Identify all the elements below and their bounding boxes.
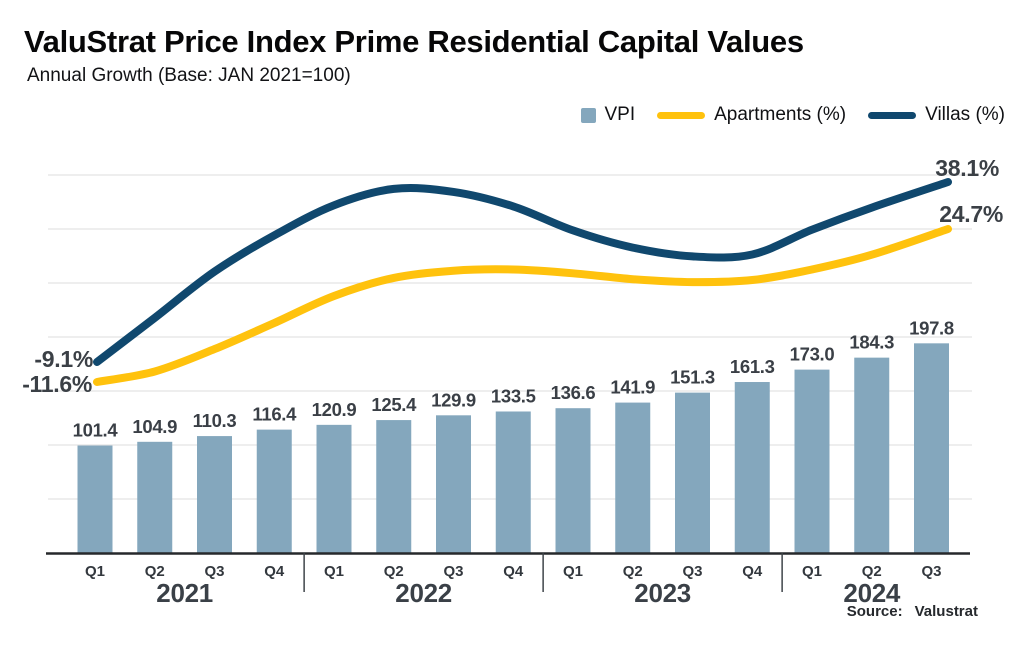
apartments-swatch-icon — [657, 111, 706, 119]
apartments-start-annotation: -11.6% — [22, 371, 92, 397]
bar-value-label: 129.9 — [431, 389, 476, 410]
chart-subtitle: Annual Growth (Base: JAN 2021=100) — [27, 65, 351, 86]
year-label: 2023 — [634, 578, 691, 608]
legend-label-villas: Villas (%) — [925, 104, 1005, 125]
bar-value-label: 161.3 — [730, 356, 775, 377]
vpi-bars — [77, 343, 949, 553]
villas-start-annotation: -9.1% — [34, 346, 93, 372]
quarter-label: Q3 — [204, 563, 224, 580]
vpi-bar — [316, 424, 352, 553]
quarter-label: Q2 — [145, 563, 165, 580]
bar-value-label: 125.4 — [371, 394, 417, 415]
bar-value-label: 173.0 — [790, 344, 835, 365]
quarter-label: Q4 — [264, 563, 285, 580]
year-label: 2022 — [395, 578, 452, 608]
legend-item-villas: Villas (%) — [868, 104, 1005, 126]
quarter-label: Q1 — [85, 563, 105, 580]
source-note: Source: Valustrat — [847, 603, 978, 620]
growth-lines — [93, 178, 952, 386]
villas-end-annotation: 38.1% — [935, 155, 999, 181]
vpi-swatch-icon — [580, 107, 596, 123]
vpi-bar — [197, 436, 232, 553]
vpi-bar — [615, 402, 651, 553]
bar-value-label: 151.3 — [670, 367, 715, 388]
bar-value-label: 110.3 — [193, 410, 237, 431]
bar-value-label: 104.9 — [132, 416, 177, 437]
quarter-label: Q3 — [443, 563, 463, 580]
legend-item-apartments: Apartments (%) — [657, 104, 846, 126]
vpi-bar — [137, 441, 173, 553]
vpi-bar — [914, 343, 949, 553]
apartments-end-annotation: 24.7% — [939, 201, 1003, 227]
bar-value-label: 116.4 — [252, 404, 297, 425]
source-label: Source: — [846, 603, 903, 620]
vpi-bar — [794, 369, 830, 553]
legend: VPI Apartments (%) Villas (%) — [580, 104, 1005, 126]
quarter-label: Q4 — [503, 563, 524, 580]
villas-swatch-icon — [868, 111, 917, 119]
bar-value-labels: 101.4 104.9 110.3 116.4 120.9 125.4 129.9 133.5… — [73, 317, 955, 441]
year-label: 2024 — [843, 578, 900, 608]
bar-value-label: 136.6 — [551, 382, 596, 403]
quarter-label: Q1 — [802, 563, 822, 580]
year-label: 2021 — [156, 578, 213, 608]
quarter-label: Q3 — [682, 563, 702, 580]
page-title: ValuStrat Price Index Prime Residential … — [24, 24, 804, 59]
quarter-label: Q1 — [563, 563, 583, 580]
quarter-label: Q2 — [623, 563, 643, 580]
quarter-label: Q2 — [384, 563, 404, 580]
vpi-bar — [256, 429, 292, 553]
villas-growth-line — [93, 178, 952, 366]
bar-value-label: 141.9 — [610, 377, 655, 398]
vpi-bar — [436, 415, 471, 553]
source-value: Valustrat — [914, 603, 978, 620]
vpi-bar — [675, 392, 710, 553]
quarter-label: Q4 — [742, 563, 763, 580]
vpi-bar — [734, 382, 770, 553]
vpi-bar — [376, 420, 412, 553]
bar-value-label: 101.4 — [73, 420, 119, 441]
bar-value-label: 184.3 — [849, 332, 894, 353]
vpi-bar — [854, 357, 890, 553]
x-axis-labels: Q1 Q2 Q3 Q4 2021 Q1 Q2 Q3 Q4 2022 Q1 Q2 Q3 Q4 2023 Q1 Q2… — [85, 563, 942, 608]
legend-item-vpi: VPI — [580, 104, 636, 126]
vpi-bar — [495, 411, 531, 553]
bar-value-label: 120.9 — [312, 399, 357, 420]
quarter-label: Q3 — [921, 563, 941, 580]
apartments-growth-line — [93, 225, 952, 386]
legend-label-vpi: VPI — [604, 104, 636, 125]
bar-value-label: 197.8 — [909, 317, 954, 338]
legend-label-apartments: Apartments (%) — [714, 104, 847, 125]
vpi-bar — [555, 408, 591, 553]
bar-value-label: 133.5 — [491, 385, 536, 406]
year-separators — [303, 553, 783, 592]
vpi-bar — [77, 445, 113, 553]
quarter-label: Q2 — [862, 563, 882, 580]
quarter-label: Q1 — [324, 563, 344, 580]
